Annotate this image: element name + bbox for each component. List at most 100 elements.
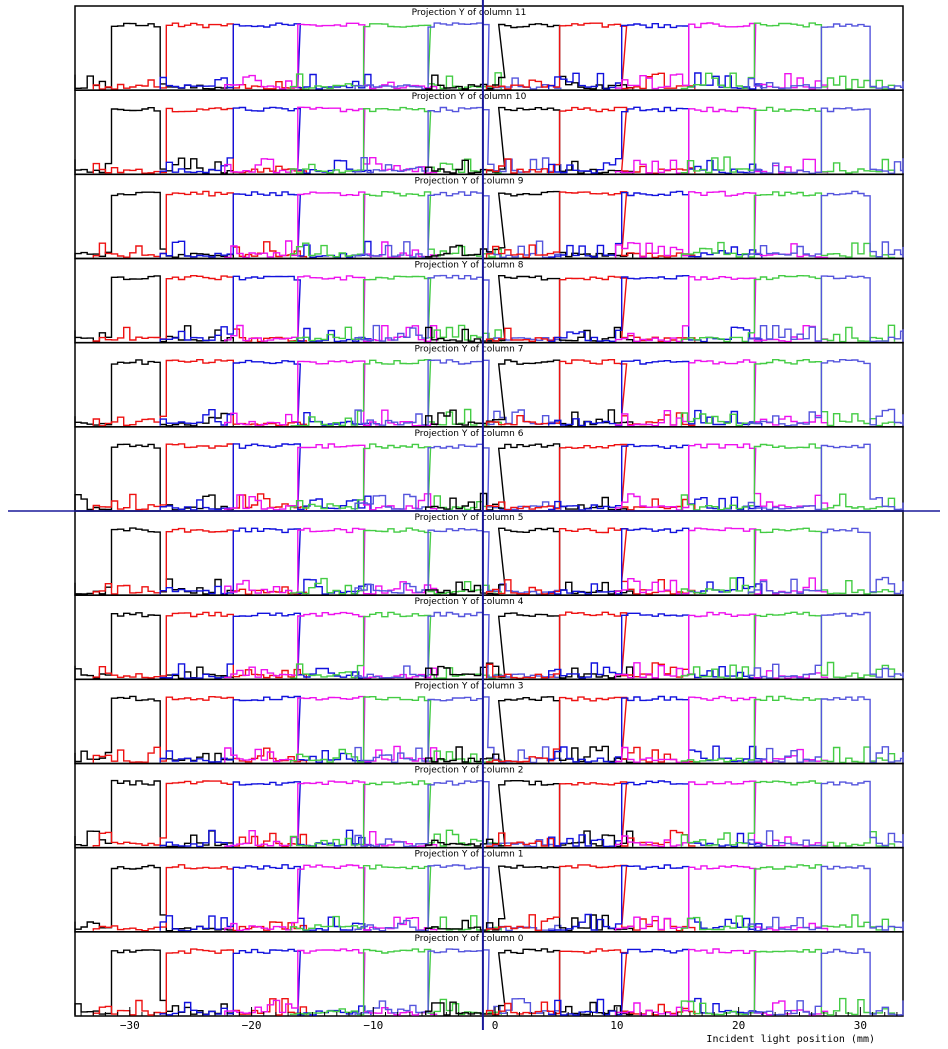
series-channel-11 (747, 780, 904, 847)
series-channel-11 (747, 190, 904, 258)
series-channel-8 (548, 527, 763, 595)
panel-title: Projection Y of column 4 (415, 597, 524, 607)
series-channel-9 (614, 948, 829, 1016)
series-channel-11 (747, 23, 904, 90)
series-channel-6 (425, 275, 634, 342)
series-channel-7 (485, 781, 696, 847)
panel-column-4: Projection Y of column 4 (74, 594, 904, 681)
series-channel-8 (548, 23, 763, 90)
series-channel-9 (614, 276, 829, 343)
series-channel-11 (747, 359, 904, 427)
series-channel-9 (614, 865, 829, 931)
series-channel-3 (224, 22, 438, 90)
series-channel-3 (224, 360, 438, 427)
series-channel-4 (289, 527, 502, 595)
panel-frame (74, 931, 904, 1017)
series-channel-2 (159, 22, 372, 90)
series-channel-1 (92, 359, 308, 427)
panel-column-7: Projection Y of column 7 (74, 341, 904, 428)
series-channel-9 (614, 106, 829, 174)
series-channel-6 (425, 23, 634, 90)
series-channel-9 (614, 443, 829, 511)
panel-column-5: Projection Y of column 5 (74, 510, 904, 596)
series-channel-10 (680, 611, 896, 679)
series-channel-10 (680, 106, 896, 174)
series-channel-8 (548, 443, 763, 511)
series-channel-5 (354, 443, 562, 511)
series-channel-4 (289, 864, 502, 931)
series-channel-4 (289, 275, 502, 343)
series-channel-11 (747, 865, 904, 932)
series-channel-11 (747, 948, 904, 1016)
panel-column-10: Projection Y of column 10 (74, 89, 904, 176)
panel-title: Projection Y of column 10 (412, 92, 527, 102)
x-tick-label: 20 (732, 1019, 745, 1032)
series-channel-10 (680, 780, 896, 848)
panel-title: Projection Y of column 6 (415, 429, 524, 439)
series-channel-6 (425, 948, 634, 1016)
series-channel-6 (425, 527, 634, 595)
series-channel-4 (289, 106, 502, 174)
series-channel-11 (747, 696, 904, 764)
series-channel-3 (224, 611, 438, 679)
series-channel-0 (74, 22, 234, 90)
series-channel-0 (74, 779, 234, 848)
panel-column-2: Projection Y of column 2 (74, 762, 904, 849)
series-channel-2 (159, 781, 372, 848)
x-tick-label: −20 (242, 1019, 262, 1032)
series-channel-7 (485, 443, 696, 511)
x-tick-label: −30 (120, 1019, 140, 1032)
series-channel-5 (354, 611, 562, 679)
series-channel-9 (614, 611, 829, 679)
panel-column-9: Projection Y of column 9 (74, 173, 904, 260)
x-tick-label: 30 (854, 1019, 867, 1032)
series-channel-5 (354, 106, 562, 174)
series-channel-9 (614, 695, 829, 764)
series-channel-10 (680, 191, 896, 259)
series-channel-7 (485, 611, 696, 679)
series-channel-2 (159, 191, 372, 259)
series-channel-10 (680, 22, 896, 90)
series-channel-10 (680, 443, 896, 511)
panel-title: Projection Y of column 2 (415, 766, 524, 776)
series-channel-2 (159, 948, 372, 1016)
series-channel-0 (74, 191, 234, 258)
series-channel-4 (289, 443, 502, 511)
series-channel-1 (92, 190, 308, 258)
series-channel-8 (548, 864, 763, 932)
series-channel-1 (92, 611, 308, 679)
series-channel-5 (354, 780, 562, 848)
series-channel-2 (159, 695, 372, 764)
panel-column-6: Projection Y of column 6 (74, 426, 904, 512)
series-channel-5 (354, 864, 562, 932)
series-channel-2 (159, 527, 372, 595)
series-channel-10 (680, 864, 896, 931)
series-channel-8 (548, 106, 763, 174)
series-channel-5 (354, 191, 562, 259)
series-channel-3 (224, 864, 438, 932)
series-channel-1 (92, 275, 308, 343)
x-tick-label: −10 (363, 1019, 383, 1032)
series-channel-3 (224, 106, 438, 174)
x-tick-label: 0 (492, 1019, 499, 1032)
series-channel-3 (224, 527, 438, 595)
x-axis-label: Incident light position (mm) (706, 1034, 875, 1045)
panels-layer: Projection Y of column 11 Projection Y of… (74, 5, 904, 1017)
series-channel-7 (485, 527, 696, 595)
series-channel-9 (614, 780, 829, 848)
series-channel-7 (485, 22, 696, 90)
panel-column-0: Projection Y of column 0 (74, 931, 904, 1017)
series-channel-1 (92, 22, 308, 90)
series-channel-3 (224, 948, 438, 1016)
series-channel-9 (614, 527, 829, 595)
series-channel-10 (680, 527, 896, 595)
series-channel-6 (425, 612, 634, 679)
series-channel-4 (289, 780, 502, 847)
series-channel-1 (92, 107, 308, 174)
series-channel-8 (548, 612, 763, 679)
series-channel-11 (747, 107, 904, 174)
series-channel-0 (74, 275, 234, 343)
panel-column-3: Projection Y of column 3 (74, 678, 904, 765)
series-channel-7 (485, 106, 696, 174)
